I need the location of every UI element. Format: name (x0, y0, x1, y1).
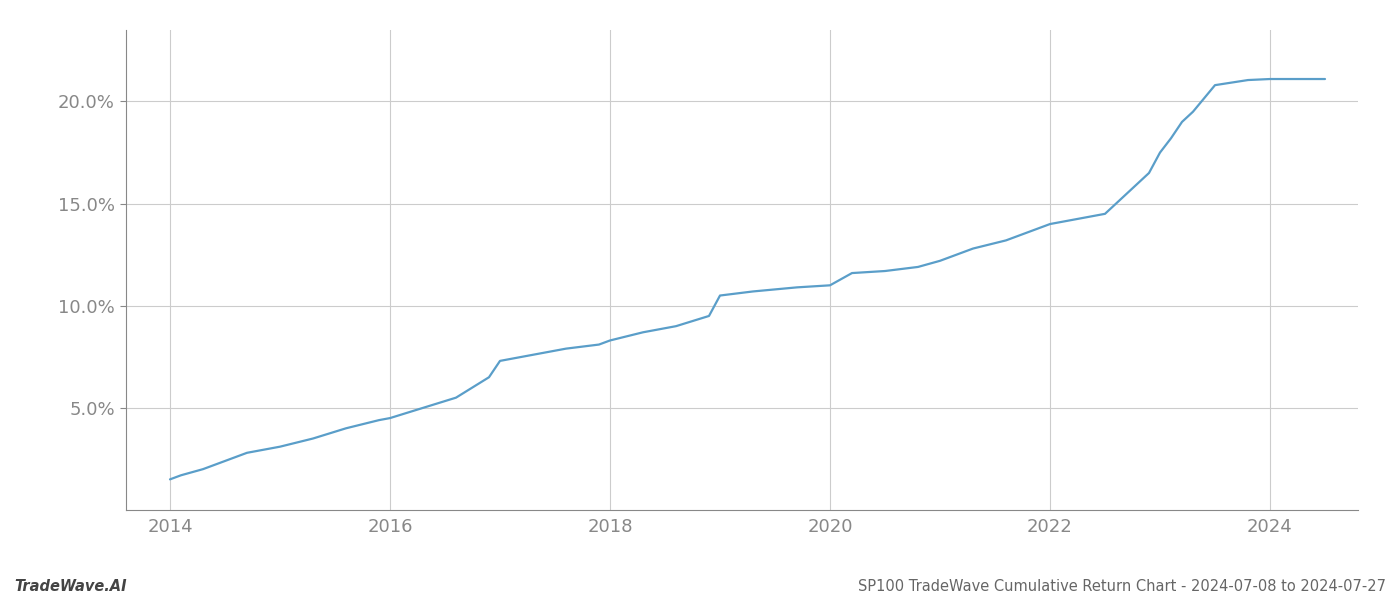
Text: TradeWave.AI: TradeWave.AI (14, 579, 126, 594)
Text: SP100 TradeWave Cumulative Return Chart - 2024-07-08 to 2024-07-27: SP100 TradeWave Cumulative Return Chart … (858, 579, 1386, 594)
